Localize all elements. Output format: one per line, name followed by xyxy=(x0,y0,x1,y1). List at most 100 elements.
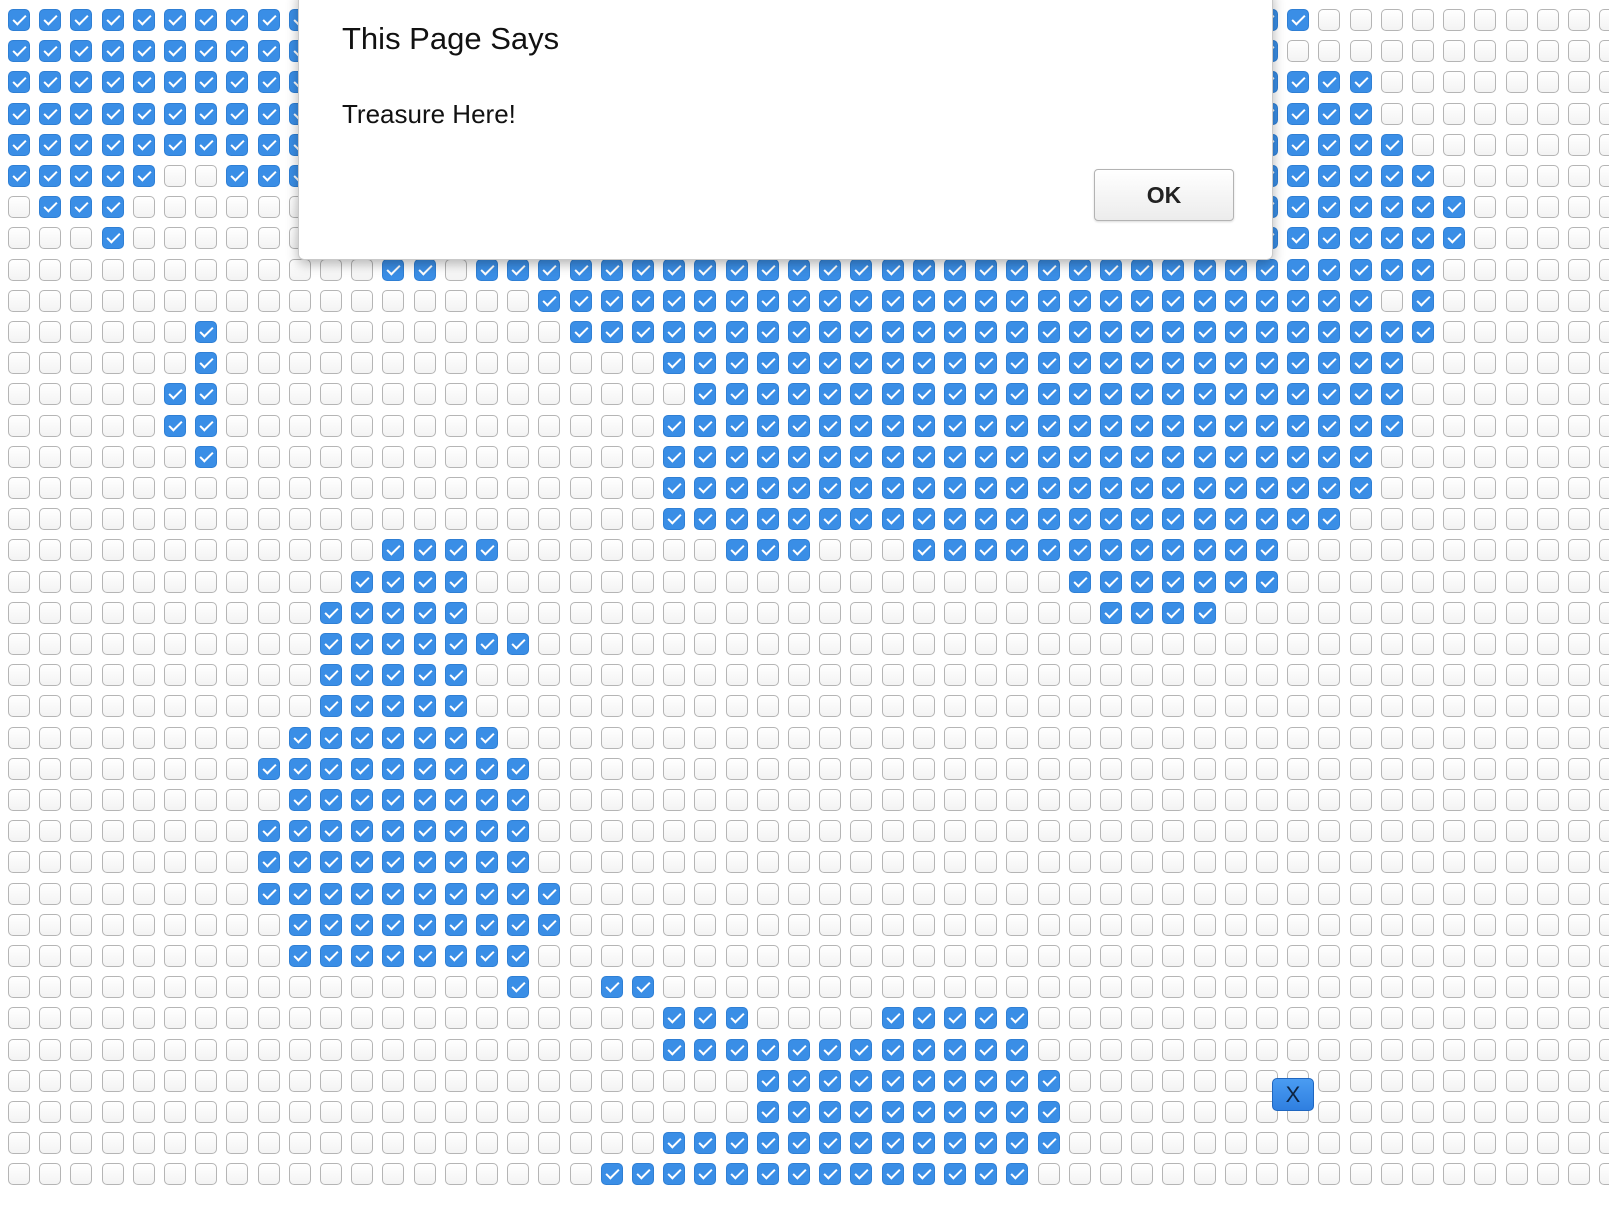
checkbox-unchecked[interactable] xyxy=(226,914,248,936)
checkbox-unchecked[interactable] xyxy=(1131,976,1153,998)
checkbox-unchecked[interactable] xyxy=(570,539,592,561)
checkbox-unchecked[interactable] xyxy=(944,664,966,686)
checkbox-unchecked[interactable] xyxy=(102,695,124,717)
checkbox-unchecked[interactable] xyxy=(913,851,935,873)
checkbox-checked[interactable] xyxy=(944,383,966,405)
checkbox-checked[interactable] xyxy=(1256,571,1278,593)
checkbox-unchecked[interactable] xyxy=(1194,695,1216,717)
checkbox-unchecked[interactable] xyxy=(8,851,30,873)
checkbox-checked[interactable] xyxy=(1038,259,1060,281)
checkbox-unchecked[interactable] xyxy=(164,1070,186,1092)
checkbox-unchecked[interactable] xyxy=(1318,602,1340,624)
checkbox-unchecked[interactable] xyxy=(39,383,61,405)
checkbox-unchecked[interactable] xyxy=(1006,789,1028,811)
checkbox-unchecked[interactable] xyxy=(414,508,436,530)
checkbox-unchecked[interactable] xyxy=(226,633,248,655)
checkbox-unchecked[interactable] xyxy=(1599,134,1609,156)
checkbox-unchecked[interactable] xyxy=(601,789,623,811)
checkbox-unchecked[interactable] xyxy=(1194,976,1216,998)
checkbox-checked[interactable] xyxy=(601,976,623,998)
checkbox-unchecked[interactable] xyxy=(195,290,217,312)
checkbox-unchecked[interactable] xyxy=(226,477,248,499)
checkbox-unchecked[interactable] xyxy=(538,1163,560,1185)
checkbox-checked[interactable] xyxy=(320,633,342,655)
checkbox-unchecked[interactable] xyxy=(289,602,311,624)
checkbox-unchecked[interactable] xyxy=(1038,883,1060,905)
checkbox-checked[interactable] xyxy=(1194,352,1216,374)
checkbox-checked[interactable] xyxy=(1318,415,1340,437)
checkbox-unchecked[interactable] xyxy=(39,758,61,780)
checkbox-unchecked[interactable] xyxy=(1537,633,1559,655)
checkbox-unchecked[interactable] xyxy=(382,383,404,405)
checkbox-unchecked[interactable] xyxy=(507,508,529,530)
checkbox-unchecked[interactable] xyxy=(195,851,217,873)
checkbox-checked[interactable] xyxy=(975,1007,997,1029)
checkbox-checked[interactable] xyxy=(133,134,155,156)
checkbox-unchecked[interactable] xyxy=(258,446,280,468)
checkbox-unchecked[interactable] xyxy=(1474,789,1496,811)
checkbox-unchecked[interactable] xyxy=(102,321,124,343)
checkbox-unchecked[interactable] xyxy=(1131,664,1153,686)
checkbox-unchecked[interactable] xyxy=(538,1070,560,1092)
checkbox-unchecked[interactable] xyxy=(632,851,654,873)
checkbox-unchecked[interactable] xyxy=(1568,695,1590,717)
checkbox-checked[interactable] xyxy=(1038,352,1060,374)
checkbox-checked[interactable] xyxy=(975,321,997,343)
checkbox-checked[interactable] xyxy=(1131,539,1153,561)
checkbox-checked[interactable] xyxy=(476,727,498,749)
checkbox-checked[interactable] xyxy=(1225,352,1247,374)
checkbox-unchecked[interactable] xyxy=(1162,1007,1184,1029)
checkbox-checked[interactable] xyxy=(351,664,373,686)
checkbox-unchecked[interactable] xyxy=(102,789,124,811)
checkbox-unchecked[interactable] xyxy=(226,1132,248,1154)
checkbox-unchecked[interactable] xyxy=(8,820,30,842)
checkbox-checked[interactable] xyxy=(882,1039,904,1061)
checkbox-unchecked[interactable] xyxy=(538,446,560,468)
checkbox-unchecked[interactable] xyxy=(507,321,529,343)
checkbox-unchecked[interactable] xyxy=(1599,227,1609,249)
checkbox-checked[interactable] xyxy=(226,165,248,187)
checkbox-unchecked[interactable] xyxy=(1225,1163,1247,1185)
checkbox-unchecked[interactable] xyxy=(1537,40,1559,62)
checkbox-checked[interactable] xyxy=(1131,352,1153,374)
checkbox-checked[interactable] xyxy=(1225,477,1247,499)
checkbox-unchecked[interactable] xyxy=(1225,1039,1247,1061)
checkbox-unchecked[interactable] xyxy=(819,727,841,749)
checkbox-unchecked[interactable] xyxy=(1474,695,1496,717)
checkbox-unchecked[interactable] xyxy=(1568,40,1590,62)
checkbox-checked[interactable] xyxy=(289,883,311,905)
checkbox-unchecked[interactable] xyxy=(1069,945,1091,967)
checkbox-unchecked[interactable] xyxy=(1506,227,1528,249)
checkbox-checked[interactable] xyxy=(70,196,92,218)
checkbox-checked[interactable] xyxy=(1256,415,1278,437)
checkbox-unchecked[interactable] xyxy=(882,539,904,561)
checkbox-checked[interactable] xyxy=(1006,508,1028,530)
checkbox-unchecked[interactable] xyxy=(476,1039,498,1061)
checkbox-checked[interactable] xyxy=(195,103,217,125)
checkbox-unchecked[interactable] xyxy=(39,259,61,281)
checkbox-unchecked[interactable] xyxy=(1537,415,1559,437)
checkbox-unchecked[interactable] xyxy=(1381,883,1403,905)
checkbox-unchecked[interactable] xyxy=(788,1007,810,1029)
checkbox-unchecked[interactable] xyxy=(133,1039,155,1061)
checkbox-checked[interactable] xyxy=(913,508,935,530)
checkbox-unchecked[interactable] xyxy=(445,1163,467,1185)
checkbox-unchecked[interactable] xyxy=(507,727,529,749)
checkbox-checked[interactable] xyxy=(1225,259,1247,281)
checkbox-unchecked[interactable] xyxy=(133,539,155,561)
checkbox-unchecked[interactable] xyxy=(1225,976,1247,998)
checkbox-unchecked[interactable] xyxy=(289,695,311,717)
checkbox-checked[interactable] xyxy=(1318,227,1340,249)
checkbox-unchecked[interactable] xyxy=(195,1101,217,1123)
checkbox-checked[interactable] xyxy=(320,883,342,905)
checkbox-unchecked[interactable] xyxy=(226,383,248,405)
checkbox-unchecked[interactable] xyxy=(1287,40,1309,62)
checkbox-unchecked[interactable] xyxy=(320,321,342,343)
checkbox-unchecked[interactable] xyxy=(8,477,30,499)
checkbox-unchecked[interactable] xyxy=(1537,1039,1559,1061)
checkbox-unchecked[interactable] xyxy=(570,383,592,405)
checkbox-unchecked[interactable] xyxy=(351,321,373,343)
checkbox-unchecked[interactable] xyxy=(663,539,685,561)
checkbox-unchecked[interactable] xyxy=(1506,103,1528,125)
checkbox-unchecked[interactable] xyxy=(1194,1070,1216,1092)
